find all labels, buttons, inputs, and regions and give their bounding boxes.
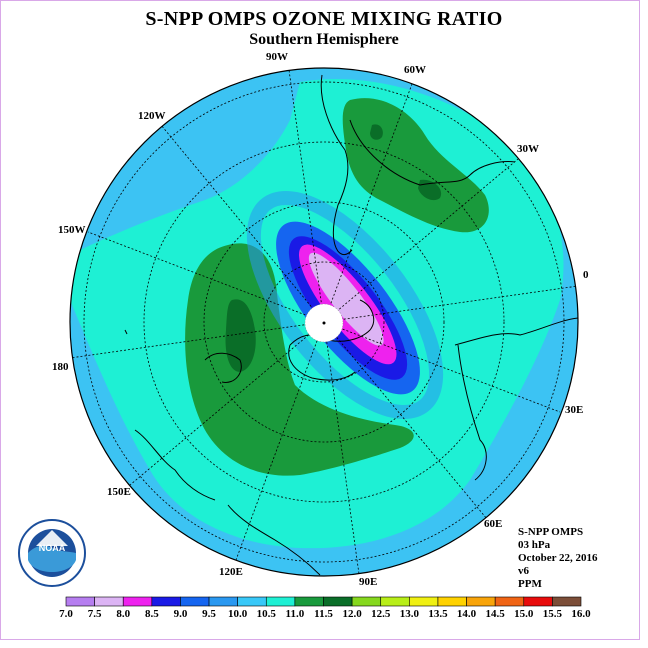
- lon-label-150e: 150E: [107, 486, 131, 498]
- colorbar-swatch: [65, 596, 95, 607]
- colorbar-tick-label: 13.0: [399, 608, 419, 620]
- south-pole-marker: [322, 321, 326, 325]
- colorbar-tick-label: 15.0: [514, 608, 534, 620]
- lon-label-30e: 30E: [565, 404, 583, 416]
- lon-label-60e: 60E: [484, 518, 502, 530]
- info-panel: S-NPP OMPS 03 hPa October 22, 2016 v6 PP…: [518, 526, 598, 591]
- colorbar-tick-label: 16.0: [571, 608, 591, 620]
- colorbar-swatch: [552, 596, 582, 607]
- colorbar-tick-label: 12.5: [371, 608, 391, 620]
- colorbar-swatch: [437, 596, 467, 607]
- colorbar-tick-label: 14.5: [485, 608, 505, 620]
- colorbar-swatch: [122, 596, 153, 607]
- colorbar-tick-label: 13.5: [428, 608, 448, 620]
- map-rim: [69, 67, 579, 577]
- field-11.5-top: [370, 124, 442, 201]
- colorbar-tick-label: 7.0: [59, 608, 73, 620]
- graticule: [70, 69, 578, 575]
- colorbar-tick-label: 10.0: [228, 608, 248, 620]
- lon-label-180: 180: [52, 361, 69, 373]
- colorbar-swatch: [323, 596, 353, 607]
- info-units: PPM: [518, 578, 542, 590]
- colorbar-tick-label: 8.0: [116, 608, 131, 620]
- lon-label-90e: 90E: [359, 576, 377, 588]
- colorbar-swatch: [494, 596, 525, 607]
- info-date: October 22, 2016: [518, 552, 598, 564]
- colorbar-tick-label: 7.5: [87, 608, 102, 620]
- colorbar-swatch: [523, 596, 553, 607]
- colorbar-tick-label: 11.5: [314, 608, 333, 620]
- lon-label-120e: 120E: [219, 566, 243, 578]
- colorbar-swatch: [466, 596, 496, 607]
- colorbar: [65, 596, 582, 607]
- colorbar-tick-label: 9.5: [202, 608, 216, 620]
- colorbar-swatch: [208, 596, 238, 607]
- map-title: S-NPP OMPS OZONE MIXING RATIO: [145, 8, 503, 30]
- info-version: v6: [518, 565, 529, 577]
- noaa-logo-text: NOAA: [39, 543, 66, 553]
- field-11.5-left: [225, 299, 256, 372]
- colorbar-swatch: [237, 596, 267, 607]
- lon-label-90w: 90W: [266, 51, 288, 63]
- colorbar-tick-label: 10.5: [256, 608, 276, 620]
- lon-label-120w: 120W: [138, 110, 166, 122]
- info-instrument: S-NPP OMPS: [518, 526, 584, 538]
- field-7.5: [308, 252, 384, 346]
- colorbar-swatch: [380, 596, 410, 607]
- map-subtitle: Southern Hemisphere: [249, 31, 399, 48]
- lon-label-150w: 150W: [58, 224, 86, 236]
- colorbar-swatch: [351, 596, 382, 607]
- lon-label-0: 0: [583, 269, 589, 281]
- coastlines: [124, 74, 578, 576]
- lon-label-60w: 60W: [404, 64, 426, 76]
- lon-label-30w: 30W: [517, 143, 539, 155]
- colorbar-tick-label: 11.0: [285, 608, 305, 620]
- colorbar-tick-label: 12.0: [342, 608, 362, 620]
- colorbar-swatch: [151, 596, 181, 607]
- colorbar-tick-label: 14.0: [456, 608, 477, 620]
- colorbar-tick-label: 9.0: [173, 608, 188, 620]
- colorbar-swatch: [94, 596, 124, 607]
- figure-frame: [0, 0, 640, 640]
- colorbar-swatch: [294, 596, 324, 607]
- info-level: 03 hPa: [518, 539, 551, 551]
- colorbar-tick-label: 15.5: [542, 608, 562, 620]
- colorbar-swatch: [180, 596, 210, 607]
- colorbar-tick-label: 8.5: [144, 608, 159, 620]
- colorbar-swatch: [409, 596, 439, 607]
- noaa-logo: NOAA: [18, 519, 86, 587]
- colorbar-swatch: [265, 596, 296, 607]
